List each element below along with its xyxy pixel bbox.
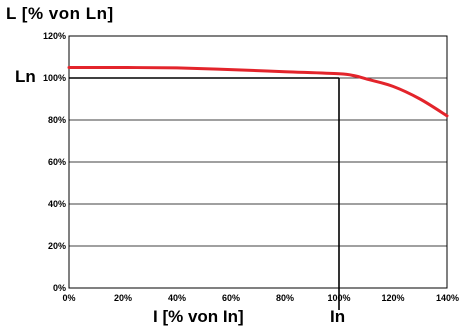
x-tick-label: 80% bbox=[276, 293, 294, 303]
y-axis-label: L [% von Ln] bbox=[6, 4, 114, 23]
series-line bbox=[67, 65, 449, 118]
ln-reference-label: Ln bbox=[15, 67, 36, 86]
y-tick-label: 0% bbox=[53, 283, 66, 293]
x-tick-label: 40% bbox=[168, 293, 186, 303]
x-tick-label: 60% bbox=[222, 293, 240, 303]
x-tick-label: 20% bbox=[114, 293, 132, 303]
plot-frame bbox=[68, 35, 448, 289]
y-tick-label: 60% bbox=[48, 157, 66, 167]
y-tick-label: 20% bbox=[48, 241, 66, 251]
in-reference-label: In bbox=[330, 307, 346, 326]
y-tick-label: 100% bbox=[43, 73, 66, 83]
y-tick-label: 120% bbox=[43, 31, 66, 41]
x-tick-label: 120% bbox=[381, 293, 404, 303]
y-tick-label: 80% bbox=[48, 115, 66, 125]
x-axis-label: I [% von In] bbox=[153, 307, 244, 326]
x-tick-label: 0% bbox=[62, 293, 75, 303]
x-tick-label: 140% bbox=[436, 293, 459, 303]
y-tick-label: 40% bbox=[48, 199, 66, 209]
